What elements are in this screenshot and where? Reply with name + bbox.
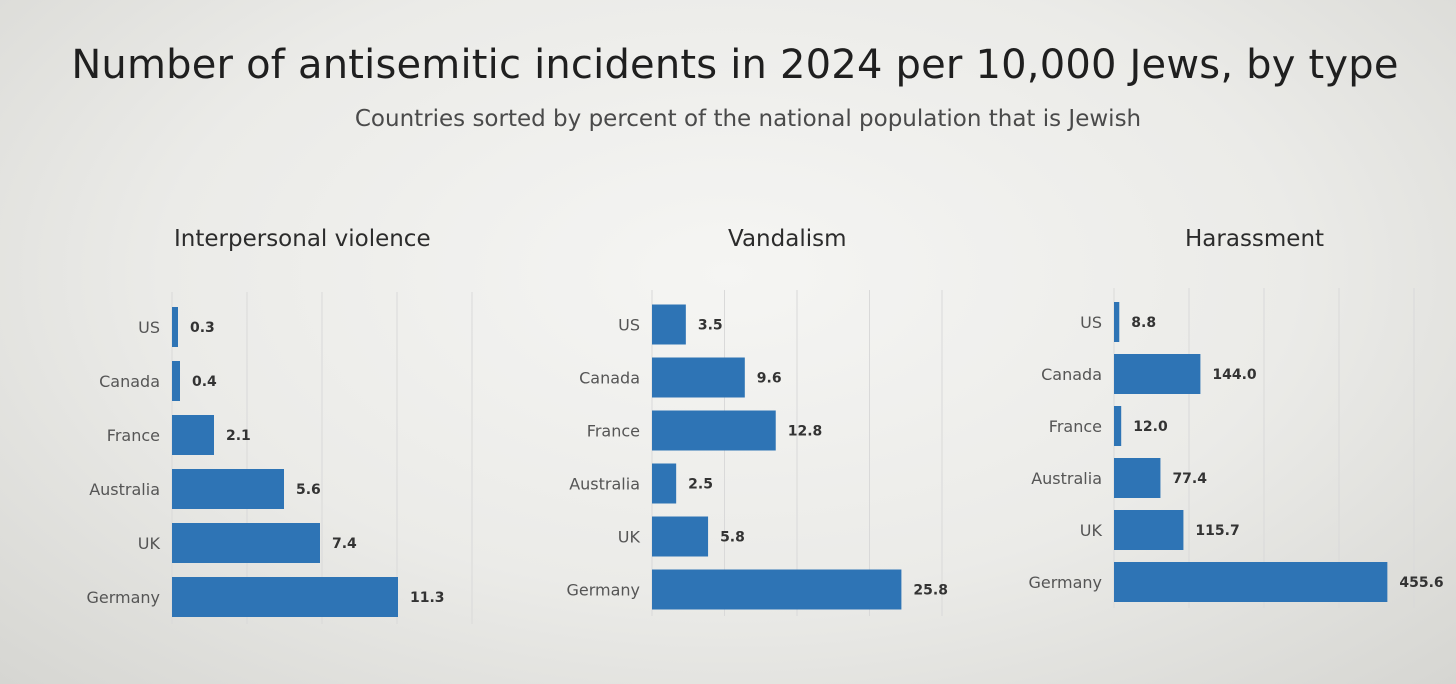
data-label: 5.6 — [296, 482, 321, 498]
chart-subtitle: Countries sorted by percent of the natio… — [354, 106, 1142, 132]
data-label: 8.8 — [1131, 315, 1156, 331]
data-label: 12.8 — [788, 424, 823, 440]
panel-title: Interpersonal violence — [174, 226, 431, 252]
category-label: Germany — [566, 581, 640, 600]
data-label: 115.7 — [1195, 523, 1239, 539]
data-label: 5.8 — [720, 530, 745, 546]
category-label: France — [587, 422, 640, 441]
data-label: 9.6 — [757, 371, 782, 387]
category-label: Australia — [569, 475, 640, 494]
category-label: US — [618, 316, 640, 335]
bar-chart-svg: US 8.8 Canada 144.0 France 12.0 Australia 77.4 U… — [1028, 288, 1444, 608]
data-label: 144.0 — [1212, 367, 1257, 383]
data-label: 12.0 — [1133, 419, 1168, 435]
bar — [652, 357, 745, 398]
bar — [652, 410, 776, 451]
category-label: France — [1049, 417, 1102, 436]
data-label: 25.8 — [913, 583, 948, 599]
data-label: 3.5 — [698, 318, 723, 334]
category-label: Canada — [1041, 365, 1102, 384]
category-label: Germany — [1028, 573, 1102, 592]
panel-interpersonal-violence: Interpersonal violence US 0.3 Canada 0.4 Fra… — [60, 220, 500, 640]
bar — [172, 415, 214, 455]
panel-title: Vandalism — [728, 226, 847, 252]
data-label: 77.4 — [1172, 471, 1207, 487]
bar — [652, 516, 709, 557]
category-label: US — [138, 318, 160, 337]
category-label: France — [107, 426, 160, 445]
data-label: 11.3 — [410, 590, 445, 606]
bar — [1114, 302, 1120, 342]
category-label: UK — [138, 534, 161, 553]
panel-vandalism: Vandalism US 3.5 Canada 9.6 France 12.8 Austra… — [530, 220, 970, 640]
category-label: UK — [618, 528, 641, 547]
bar — [652, 304, 686, 345]
bar — [652, 463, 677, 504]
bar — [1114, 354, 1201, 394]
bar — [1114, 562, 1388, 602]
bar-chart-svg: US 0.3 Canada 0.4 France 2.1 Australia 5.6 UK 7.4… — [86, 292, 473, 624]
data-label: 455.6 — [1399, 575, 1443, 591]
bar — [1114, 510, 1184, 550]
bar — [172, 307, 178, 347]
category-label: Germany — [86, 588, 160, 607]
category-label: Australia — [1031, 469, 1102, 488]
data-label: 2.5 — [688, 477, 713, 493]
bar — [652, 569, 902, 610]
category-label: UK — [1080, 521, 1103, 540]
category-label: Australia — [89, 480, 160, 499]
data-label: 2.1 — [226, 428, 251, 444]
bar — [172, 469, 284, 509]
bar — [1114, 458, 1161, 498]
panel-harassment: Harassment US 8.8 Canada 144.0 France 12.0 Aus… — [1000, 220, 1444, 640]
chart-title: Number of antisemitic incidents in 2024 … — [71, 42, 1399, 88]
panel-title: Harassment — [1185, 226, 1325, 252]
data-label: 7.4 — [332, 536, 357, 552]
data-label: 0.4 — [192, 374, 217, 390]
data-label: 0.3 — [190, 320, 215, 336]
bar — [172, 523, 320, 563]
bar — [172, 577, 398, 617]
category-label: Canada — [99, 372, 160, 391]
category-label: Canada — [579, 369, 640, 388]
bar-chart-svg: US 3.5 Canada 9.6 France 12.8 Australia 2.5 UK 5.… — [566, 290, 948, 616]
bar — [172, 361, 180, 401]
category-label: US — [1080, 313, 1102, 332]
bar — [1114, 406, 1122, 446]
